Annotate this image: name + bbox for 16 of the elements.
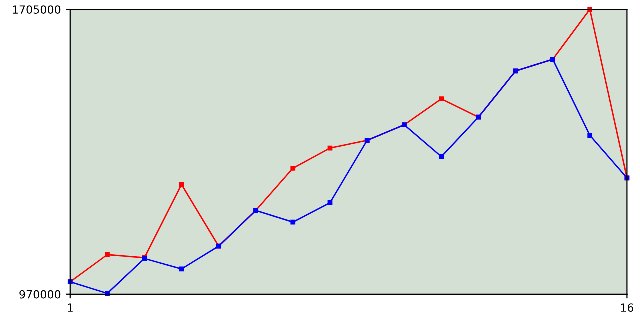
y-tick-label: 970000 <box>20 290 61 299</box>
point <box>290 220 296 225</box>
point <box>439 154 444 160</box>
point <box>439 96 444 102</box>
point <box>105 252 110 258</box>
point <box>179 182 184 188</box>
point <box>179 266 184 272</box>
point <box>588 133 593 138</box>
point <box>105 291 110 296</box>
point <box>290 166 296 171</box>
y-tick-label: 1705000 <box>13 6 61 14</box>
point <box>588 7 593 12</box>
point <box>328 146 333 151</box>
x-tick-label: 1 <box>68 304 73 312</box>
x-tick-label: 16 <box>621 304 634 312</box>
point <box>328 200 333 206</box>
